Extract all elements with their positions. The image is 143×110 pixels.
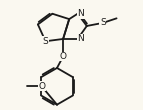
Text: S: S bbox=[43, 37, 48, 46]
Text: S: S bbox=[100, 18, 106, 27]
Text: O: O bbox=[38, 82, 45, 91]
Text: N: N bbox=[78, 9, 84, 18]
Text: O: O bbox=[60, 52, 67, 61]
Text: N: N bbox=[78, 34, 84, 43]
